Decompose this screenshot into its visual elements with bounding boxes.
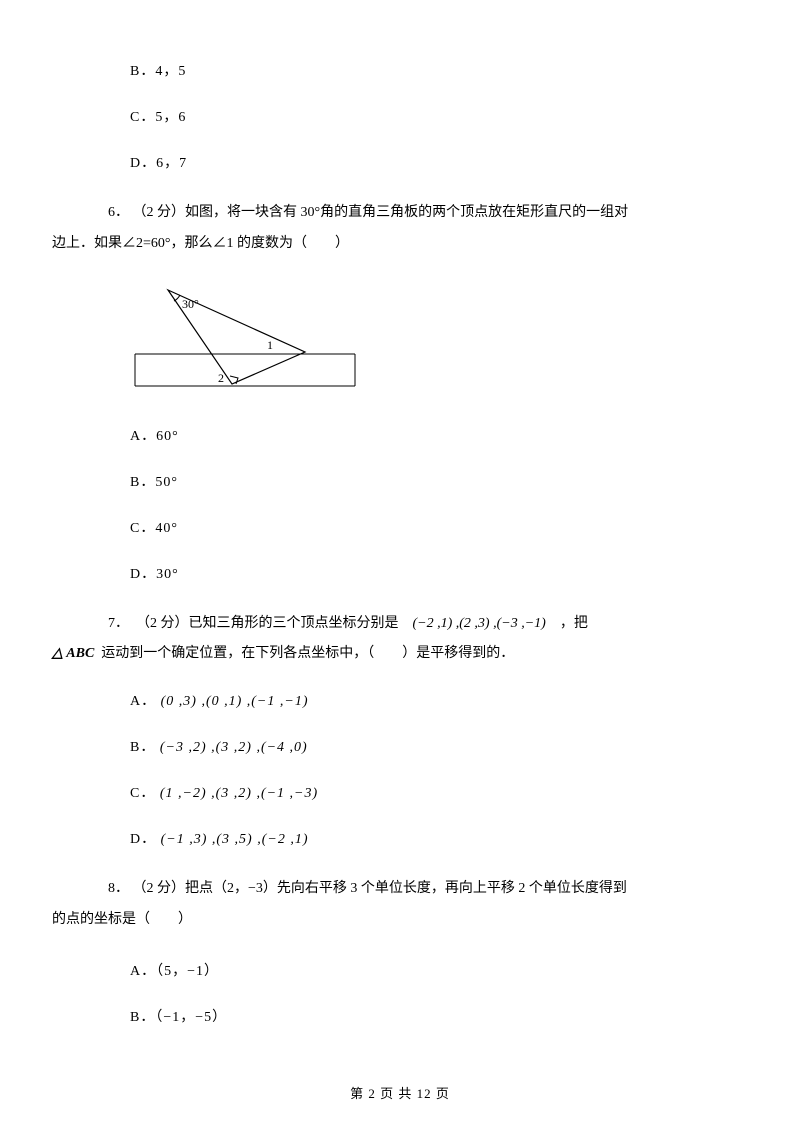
q6-option-c: C．40° bbox=[130, 517, 720, 537]
svg-text:2: 2 bbox=[218, 371, 224, 385]
q7-c-prefix: C． bbox=[130, 786, 155, 801]
q7-triangle: △ ABC bbox=[52, 646, 94, 661]
q8-text2: 的点的坐标是（ ） bbox=[52, 912, 192, 927]
q7-d-coords: (−1 ,3) ,(3 ,5) ,(−2 ,1) bbox=[161, 832, 309, 847]
option-c: C．5，6 bbox=[130, 106, 720, 126]
q8-option-a: A．（5，−1） bbox=[130, 960, 720, 980]
question-6: 6． （2 分）如图，将一块含有 30°角的直角三角板的两个顶点放在矩形直尺的一… bbox=[80, 198, 720, 260]
q7-c-coords: (1 ,−2) ,(3 ,2) ,(−1 ,−3) bbox=[160, 786, 318, 801]
q6-option-a: A．60° bbox=[130, 425, 720, 445]
q7-suffix1: ，把 bbox=[549, 616, 588, 631]
q7-option-a: A． (0 ,3) ,(0 ,1) ,(−1 ,−1) bbox=[130, 690, 720, 710]
q7-line2: 运动到一个确定位置，在下列各点坐标中，（ ）是平移得到的． bbox=[98, 646, 515, 661]
q6-option-d: D．30° bbox=[130, 563, 720, 583]
question-7: 7． （2 分）已知三角形的三个顶点坐标分别是 (−2 ,1) ,(2 ,3) … bbox=[80, 609, 720, 671]
q7-option-c: C． (1 ,−2) ,(3 ,2) ,(−1 ,−3) bbox=[130, 782, 720, 802]
q7-a-prefix: A． bbox=[130, 694, 156, 709]
option-b: B．4，5 bbox=[130, 60, 720, 80]
q7-d-prefix: D． bbox=[130, 832, 156, 847]
q7-coords-top: (−2 ,1) ,(2 ,3) ,(−3 ,−1) bbox=[413, 616, 546, 631]
q7-b-coords: (−3 ,2) ,(3 ,2) ,(−4 ,0) bbox=[160, 740, 308, 755]
q6-option-b: B．50° bbox=[130, 471, 720, 491]
option-d: D．6，7 bbox=[130, 152, 720, 172]
page-footer: 第 2 页 共 12 页 bbox=[0, 1083, 800, 1102]
q7-prefix: 7． （2 分）已知三角形的三个顶点坐标分别是 bbox=[108, 616, 409, 631]
q7-option-d: D． (−1 ,3) ,(3 ,5) ,(−2 ,1) bbox=[130, 828, 720, 848]
q7-option-b: B． (−3 ,2) ,(3 ,2) ,(−4 ,0) bbox=[130, 736, 720, 756]
q8-text1: 8． （2 分）把点（2，−3）先向右平移 3 个单位长度，再向上平移 2 个单… bbox=[108, 881, 627, 896]
q7-b-prefix: B． bbox=[130, 740, 155, 755]
q6-diagram: 30° 1 2 bbox=[130, 284, 720, 399]
q6-text2: 边上．如果∠2=60°，那么∠1 的度数为（ ） bbox=[52, 236, 349, 251]
svg-text:1: 1 bbox=[267, 338, 273, 352]
q6-text1: 6． （2 分）如图，将一块含有 30°角的直角三角板的两个顶点放在矩形直尺的一… bbox=[108, 205, 628, 220]
q7-a-coords: (0 ,3) ,(0 ,1) ,(−1 ,−1) bbox=[161, 694, 309, 709]
svg-text:30°: 30° bbox=[182, 297, 199, 311]
q8-option-b: B．（−1，−5） bbox=[130, 1006, 720, 1026]
question-8: 8． （2 分）把点（2，−3）先向右平移 3 个单位长度，再向上平移 2 个单… bbox=[80, 874, 720, 936]
